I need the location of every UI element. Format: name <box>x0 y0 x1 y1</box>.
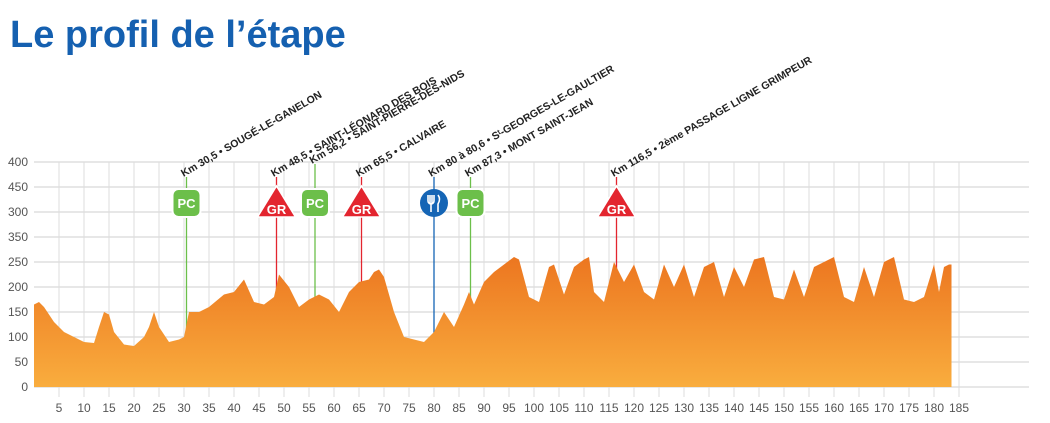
x-tick-label: 135 <box>699 401 719 415</box>
x-tick-label: 60 <box>327 401 341 415</box>
icon-text: GR <box>267 202 287 217</box>
x-tick-label: 175 <box>899 401 919 415</box>
pc-icon <box>455 188 486 218</box>
x-tick-label: 165 <box>849 401 869 415</box>
x-tick-label: 85 <box>452 401 466 415</box>
x-tick-label: 180 <box>924 401 944 415</box>
y-tick-label: 50 <box>15 355 29 369</box>
marker-label: Km 30,5 • SOUGÉ-LE-GANELON <box>179 88 325 180</box>
marker: GR Km 116,5 • 2ème PASSAGE LIGNE GRIMPEUR <box>596 54 814 218</box>
y-tick-label: 350 <box>8 230 28 244</box>
y-tick-label: 200 <box>8 280 28 294</box>
x-tick-label: 130 <box>674 401 694 415</box>
x-tick-label: 105 <box>549 401 569 415</box>
x-tick-label: 115 <box>599 401 618 415</box>
y-tick-label: 150 <box>8 305 28 319</box>
x-tick-label: 70 <box>377 401 391 415</box>
pc-icon <box>300 188 330 218</box>
gr-icon <box>596 184 637 218</box>
x-tick-label: 145 <box>749 401 769 415</box>
icon-text: PC <box>461 196 480 211</box>
x-tick-label: 50 <box>277 401 291 415</box>
x-tick-label: 10 <box>77 401 91 415</box>
y-tick-label: 400 <box>8 155 28 169</box>
marker-label: Km 48,5 • SAINT-LÉONARD DES BOIS <box>269 74 439 180</box>
x-tick-label: 125 <box>649 401 669 415</box>
icon-text: GR <box>352 202 372 217</box>
x-tick-label: 150 <box>774 401 794 415</box>
x-tick-label: 65 <box>352 401 366 415</box>
x-tick-label: 120 <box>624 401 644 415</box>
y-tick-label: 450 <box>8 180 28 194</box>
x-tick-label: 100 <box>524 401 544 415</box>
x-tick-label: 75 <box>402 401 416 415</box>
x-tick-label: 35 <box>202 401 216 415</box>
x-tick-label: 80 <box>427 401 441 415</box>
icon-text: PC <box>177 196 196 211</box>
x-tick-label: 160 <box>824 401 844 415</box>
x-tick-label: 25 <box>152 401 166 415</box>
x-tick-label: 110 <box>574 401 593 415</box>
x-tick-label: 140 <box>724 401 744 415</box>
gr-icon <box>256 184 297 218</box>
x-tick-label: 5 <box>56 401 63 415</box>
y-tick-label: 300 <box>8 205 28 219</box>
gr-icon <box>341 184 382 218</box>
x-tick-label: 15 <box>102 401 116 415</box>
y-tick-label: 0 <box>21 380 28 394</box>
y-tick-label: 100 <box>8 330 28 344</box>
x-tick-label: 95 <box>502 401 516 415</box>
x-tick-label: 45 <box>252 401 266 415</box>
x-tick-label: 170 <box>874 401 894 415</box>
icon-text: PC <box>306 196 325 211</box>
x-tick-label: 90 <box>477 401 491 415</box>
x-tick-label: 20 <box>127 401 141 415</box>
x-tick-label: 30 <box>177 401 191 415</box>
elevation-area <box>34 257 952 387</box>
pc-icon <box>171 188 202 218</box>
marker-label: Km 116,5 • 2ème PASSAGE LIGNE GRIMPEUR <box>609 54 814 180</box>
icon-text: GR <box>607 202 627 217</box>
x-tick-label: 55 <box>302 401 316 415</box>
x-tick-label: 155 <box>799 401 819 415</box>
y-tick-label: 250 <box>8 255 28 269</box>
fork-symbol <box>427 194 441 212</box>
x-tick-label: 185 <box>949 401 969 415</box>
chart-title: Le profil de l’étape <box>10 14 346 56</box>
x-tick-label: 40 <box>227 401 241 415</box>
